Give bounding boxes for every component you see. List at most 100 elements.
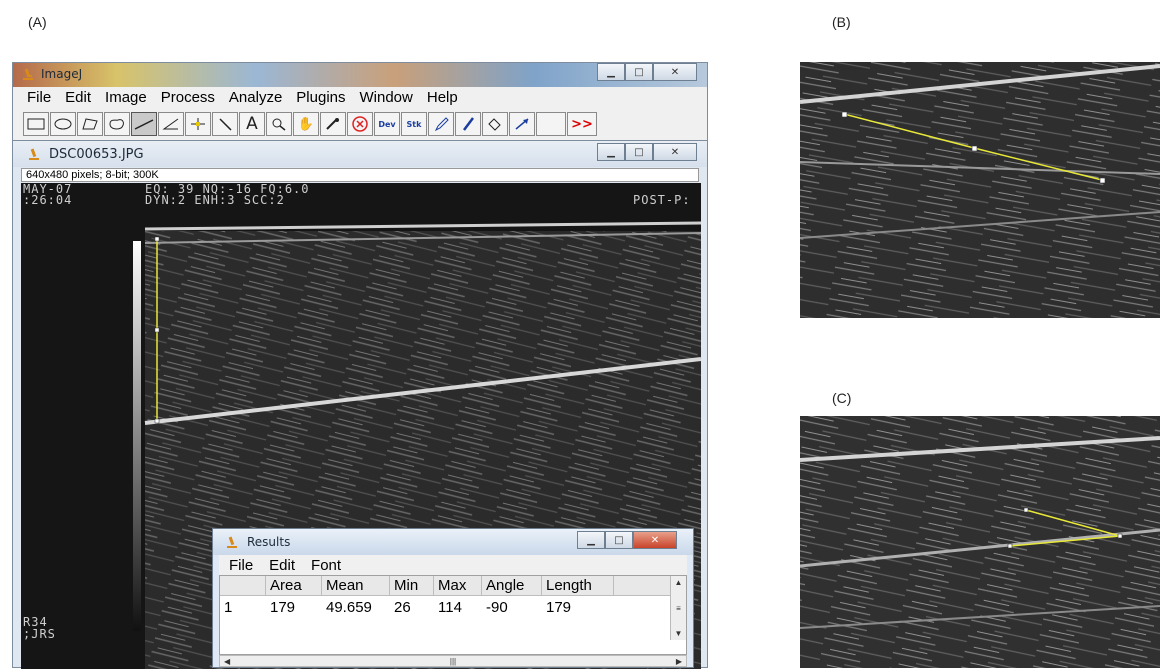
col-header-index[interactable] [220, 576, 266, 596]
developer-menu-button[interactable]: Dev [374, 112, 400, 136]
scroll-thumb-icon[interactable]: ≡ [676, 603, 681, 613]
flood-fill-tool-button[interactable] [482, 112, 508, 136]
panel-label-b: (B) [832, 14, 851, 30]
freehand-icon [109, 119, 124, 130]
rectangle-tool-button[interactable] [23, 112, 49, 136]
close-button[interactable]: ✕ [653, 63, 697, 81]
col-header-max[interactable]: Max [434, 576, 482, 596]
results-horizontal-scrollbar[interactable]: ◀ ||| ▶ [219, 655, 687, 667]
overlay-params-1: EQ: 39 NQ:-16 FQ:6.0 [145, 183, 310, 196]
cell-angle: -90 [486, 599, 508, 616]
overlay-date: MAY-07 [23, 183, 73, 196]
line-tool-button[interactable] [131, 112, 157, 136]
menu-plugins[interactable]: Plugins [296, 88, 346, 106]
col-header-min[interactable]: Min [390, 576, 434, 596]
results-maximize-button[interactable]: □ [605, 531, 633, 549]
col-header-angle[interactable]: Angle [482, 576, 542, 596]
color-picker-tool-button[interactable] [320, 112, 346, 136]
menu-edit[interactable]: Edit [65, 88, 92, 106]
brush-tool-button[interactable] [455, 112, 481, 136]
hand-tool-button[interactable]: ✋ [293, 112, 319, 136]
magnifier-icon [272, 118, 286, 131]
imagej-window-title: ImageJ [41, 67, 83, 81]
results-titlebar[interactable]: Results ▁ □ ✕ [213, 529, 693, 555]
cell-mean: 49.659 [326, 599, 372, 616]
minimize-icon: ▁ [587, 534, 595, 546]
results-menu-file[interactable]: File [229, 556, 254, 574]
results-menu-edit[interactable]: Edit [269, 556, 296, 574]
freehand-tool-button[interactable] [104, 112, 130, 136]
menu-file[interactable]: File [27, 88, 52, 106]
more-tools-icon: >> [571, 116, 593, 132]
polygon-tool-button[interactable] [77, 112, 103, 136]
menu-help[interactable]: Help [426, 88, 458, 106]
empty-tool-slot [536, 112, 566, 136]
imagej-titlebar[interactable]: ImageJ ▁ □ ✕ [13, 63, 707, 87]
arrow-tool-button[interactable] [509, 112, 535, 136]
results-window: Results ▁ □ ✕ File Edit Font Area Mean M… [212, 528, 694, 668]
scroll-h-thumb[interactable]: ||| [449, 656, 457, 666]
overlay-time: :26:04 [23, 193, 73, 207]
results-title: Results [247, 535, 291, 549]
text-tool-icon: A [246, 114, 258, 134]
text-tool-button[interactable]: A [239, 112, 265, 136]
imagej-main-window: ImageJ ▁ □ ✕ File Edit Image Process Ana… [12, 62, 708, 141]
menu-window[interactable]: Window [359, 88, 413, 106]
remove-overlay-button[interactable] [347, 112, 373, 136]
pencil-tool-button[interactable] [428, 112, 454, 136]
more-tools-button[interactable]: >> [567, 112, 597, 136]
oval-tool-button[interactable] [50, 112, 76, 136]
minimize-icon: ▁ [607, 146, 615, 158]
overlay-bottom-1: R34 [23, 615, 48, 629]
panel-b-image [800, 62, 1160, 318]
scroll-up-icon[interactable]: ▲ [674, 578, 683, 587]
results-minimize-button[interactable]: ▁ [577, 531, 605, 549]
image-window-titlebar[interactable]: DSC00653.JPG ▁ □ ✕ [13, 141, 707, 167]
scroll-left-icon[interactable]: ◀ [224, 656, 231, 666]
col-header-area[interactable]: Area [266, 576, 322, 596]
scroll-right-icon[interactable]: ▶ [675, 656, 682, 666]
results-table[interactable]: Area Mean Min Max Angle Length 1 179 49.… [219, 575, 687, 655]
menu-image[interactable]: Image [105, 88, 147, 106]
col-header-length[interactable]: Length [542, 576, 614, 596]
menu-process[interactable]: Process [160, 88, 215, 106]
table-row[interactable]: 1 179 49.659 26 114 -90 179 [220, 598, 614, 618]
scroll-down-icon[interactable]: ▼ [674, 629, 683, 638]
angle-tool-button[interactable] [158, 112, 184, 136]
imagej-menubar: File Edit Image Process Analyze Plugins … [13, 87, 707, 107]
close-icon: ✕ [650, 534, 660, 546]
results-menubar: File Edit Font [219, 555, 687, 575]
wand-tool-button[interactable] [212, 112, 238, 136]
arrow-icon [515, 118, 529, 130]
results-menu-font[interactable]: Font [311, 556, 342, 574]
col-header-mean[interactable]: Mean [322, 576, 390, 596]
col-header-empty [614, 576, 672, 596]
image-maximize-button[interactable]: □ [625, 143, 653, 161]
point-icon [191, 118, 205, 130]
stack-menu-button[interactable]: Stk [401, 112, 427, 136]
minimize-icon: ▁ [607, 66, 615, 78]
overlay-post: POST-P: [633, 193, 691, 207]
wand-icon [219, 118, 232, 131]
panel-label-a: (A) [28, 14, 47, 30]
maximize-button[interactable]: □ [625, 63, 653, 81]
results-vertical-scrollbar[interactable]: ▲ ≡ ▼ [670, 576, 686, 640]
minimize-button[interactable]: ▁ [597, 63, 625, 81]
cell-area: 179 [270, 599, 296, 616]
imagej-toolbar: A ✋ Dev Stk >> [13, 107, 707, 141]
results-header-row: Area Mean Min Max Angle Length [220, 576, 672, 596]
magnifier-tool-button[interactable] [266, 112, 292, 136]
dev-menu-label: Dev [378, 119, 396, 129]
image-close-button[interactable]: ✕ [653, 143, 697, 161]
image-window-icon [29, 148, 39, 160]
point-tool-button[interactable] [185, 112, 211, 136]
bucket-icon [488, 118, 501, 131]
menu-analyze[interactable]: Analyze [228, 88, 283, 106]
image-minimize-button[interactable]: ▁ [597, 143, 625, 161]
image-info-bar: 640x480 pixels; 8-bit; 300K [21, 168, 699, 182]
hand-icon: ✋ [297, 116, 315, 132]
stk-menu-label: Stk [406, 119, 422, 129]
panel-b-ultrasound [800, 62, 1160, 318]
results-close-button[interactable]: ✕ [633, 531, 677, 549]
cell-max: 114 [438, 599, 462, 616]
